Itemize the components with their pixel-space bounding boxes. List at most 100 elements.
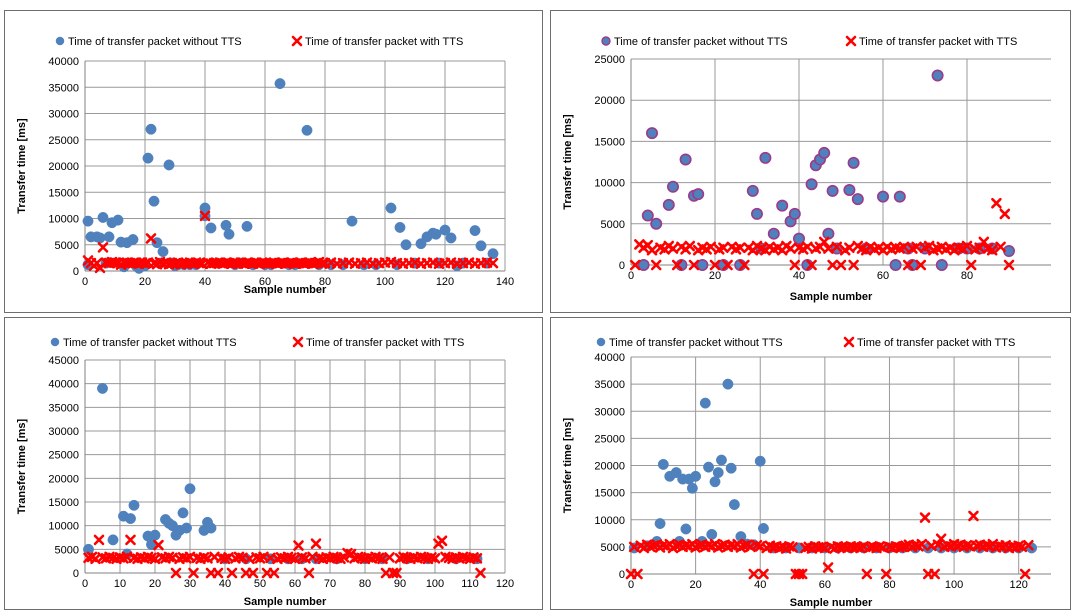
gridlines — [631, 59, 1051, 265]
legend-marker-without-tts — [51, 338, 59, 346]
data-point-without-tts — [658, 459, 668, 469]
data-point-with-tts — [686, 242, 694, 250]
y-tick-label: 5000 — [601, 219, 625, 231]
data-point-without-tts — [206, 523, 216, 533]
chart-panel-3: 0 5000 10000 15000 20000 25000 30000 35000 40000… — [4, 317, 543, 610]
x-tick-label: 20 — [149, 578, 161, 590]
data-point-without-tts — [664, 200, 674, 210]
y-tick-label: 40000 — [48, 379, 79, 391]
data-point-without-tts — [470, 225, 480, 235]
y-tick-label: 10000 — [48, 214, 79, 226]
data-point-without-tts — [643, 210, 653, 220]
legend-label-without-tts: Time of transfer packet without TTS — [63, 337, 237, 349]
legend-marker-without-tts — [597, 338, 605, 346]
data-point-without-tts — [895, 191, 905, 201]
data-point-without-tts — [97, 383, 107, 393]
y-tick-label: 35000 — [48, 82, 79, 94]
data-point-without-tts — [687, 483, 697, 493]
y-tick-label: 30000 — [594, 406, 625, 418]
gridlines — [85, 61, 505, 271]
y-tick-label: 0 — [619, 569, 625, 581]
data-point-without-tts — [723, 379, 733, 389]
data-point-without-tts — [752, 209, 762, 219]
legend-marker-with-tts — [845, 338, 853, 346]
data-point-without-tts — [164, 160, 174, 170]
x-tick-label: 100 — [945, 579, 963, 591]
series-with-tts — [84, 212, 497, 272]
data-point-without-tts — [655, 518, 665, 528]
data-point-without-tts — [181, 523, 191, 533]
data-point-with-tts — [95, 536, 103, 544]
data-point-without-tts — [937, 260, 947, 270]
data-point-without-tts — [806, 179, 816, 189]
x-tick-label: 60 — [289, 578, 301, 590]
data-point-without-tts — [681, 524, 691, 534]
data-point-without-tts — [347, 216, 357, 226]
data-point-without-tts — [386, 203, 396, 213]
legend-marker-with-tts — [294, 338, 302, 346]
data-point-with-tts — [312, 540, 320, 548]
scatter-chart-1: 0 5000 10000 15000 20000 25000 30000 35000 40000… — [5, 11, 543, 313]
data-point-without-tts — [108, 535, 118, 545]
data-point-without-tts — [446, 233, 456, 243]
data-point-without-tts — [890, 260, 900, 270]
data-point-without-tts — [113, 215, 123, 225]
data-point-without-tts — [95, 233, 105, 243]
x-tick-label: 20 — [139, 276, 151, 288]
data-point-without-tts — [726, 463, 736, 473]
series-with-tts — [627, 512, 1032, 578]
data-point-without-tts — [83, 216, 93, 226]
x-tick-label: 80 — [961, 270, 973, 282]
y-tick-label: 15000 — [594, 136, 625, 148]
y-tick-label: 20000 — [594, 95, 625, 107]
x-tick-label: 100 — [426, 578, 444, 590]
data-point-with-tts — [1001, 210, 1009, 218]
x-tick-label: 140 — [496, 276, 514, 288]
legend: Time of transfer packet without TTS Time … — [56, 36, 463, 48]
data-point-without-tts — [853, 194, 863, 204]
y-tick-label: 30000 — [48, 426, 79, 438]
y-tick-label: 15000 — [48, 497, 79, 509]
data-point-without-tts — [104, 232, 114, 242]
x-tick-label: 40 — [219, 578, 231, 590]
data-point-with-tts — [921, 514, 929, 522]
y-tick-label: 25000 — [48, 450, 79, 462]
y-axis-label: Transfer time [ms] — [562, 417, 574, 513]
data-point-with-tts — [295, 542, 303, 550]
data-point-without-tts — [760, 153, 770, 163]
series-without-tts — [83, 383, 482, 564]
data-point-without-tts — [302, 125, 312, 135]
scatter-chart-3: 0 5000 10000 15000 20000 25000 30000 35000 40000… — [5, 318, 543, 610]
y-tick-label: 0 — [73, 266, 79, 278]
y-tick-label: 10000 — [48, 521, 79, 533]
x-tick-label: 50 — [254, 578, 266, 590]
data-point-without-tts — [395, 222, 405, 232]
x-tick-label: 120 — [1010, 579, 1028, 591]
y-tick-label: 10000 — [594, 515, 625, 527]
x-axis-label: Sample number — [244, 596, 327, 608]
data-point-without-tts — [707, 529, 717, 539]
y-tick-label: 0 — [73, 568, 79, 580]
data-point-without-tts — [401, 240, 411, 250]
data-point-without-tts — [647, 128, 657, 138]
data-point-without-tts — [716, 455, 726, 465]
legend: Time of transfer packet without TTS Time … — [51, 337, 464, 349]
data-point-without-tts — [693, 189, 703, 199]
x-tick-label: 0 — [628, 270, 634, 282]
x-tick-label: 20 — [689, 579, 701, 591]
data-point-without-tts — [125, 513, 135, 523]
x-tick-label: 40 — [754, 579, 766, 591]
x-tick-label: 40 — [199, 276, 211, 288]
x-tick-label: 10 — [114, 578, 126, 590]
y-tick-label: 10000 — [594, 178, 625, 190]
chart-panel-4: 0 5000 10000 15000 20000 25000 30000 35000 40000… — [550, 317, 1071, 610]
data-point-without-tts — [878, 191, 888, 201]
y-tick-label: 45000 — [48, 355, 79, 367]
data-point-without-tts — [703, 462, 713, 472]
legend-label-with-tts: Time of transfer packet with TTS — [857, 337, 1015, 349]
x-axis-label: Sample number — [244, 284, 327, 296]
chart-panel-2: 0 5000 10000 15000 20000 25000 0 20 40 60 80 Sample… — [550, 10, 1071, 313]
y-tick-label: 5000 — [55, 544, 79, 556]
data-point-without-tts — [668, 182, 678, 192]
x-tick-label: 0 — [628, 579, 634, 591]
